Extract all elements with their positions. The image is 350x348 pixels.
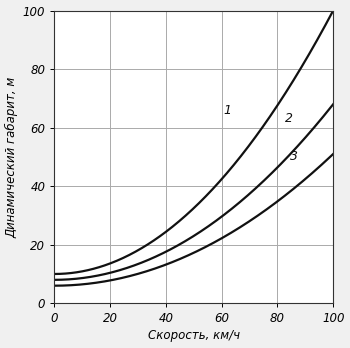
X-axis label: Скорость, км/ч: Скорость, км/ч <box>148 330 240 342</box>
Text: 1: 1 <box>223 104 231 117</box>
Text: 2: 2 <box>285 112 293 125</box>
Text: 3: 3 <box>290 150 298 164</box>
Y-axis label: Динамический габарит, м: Динамический габарит, м <box>6 76 19 238</box>
